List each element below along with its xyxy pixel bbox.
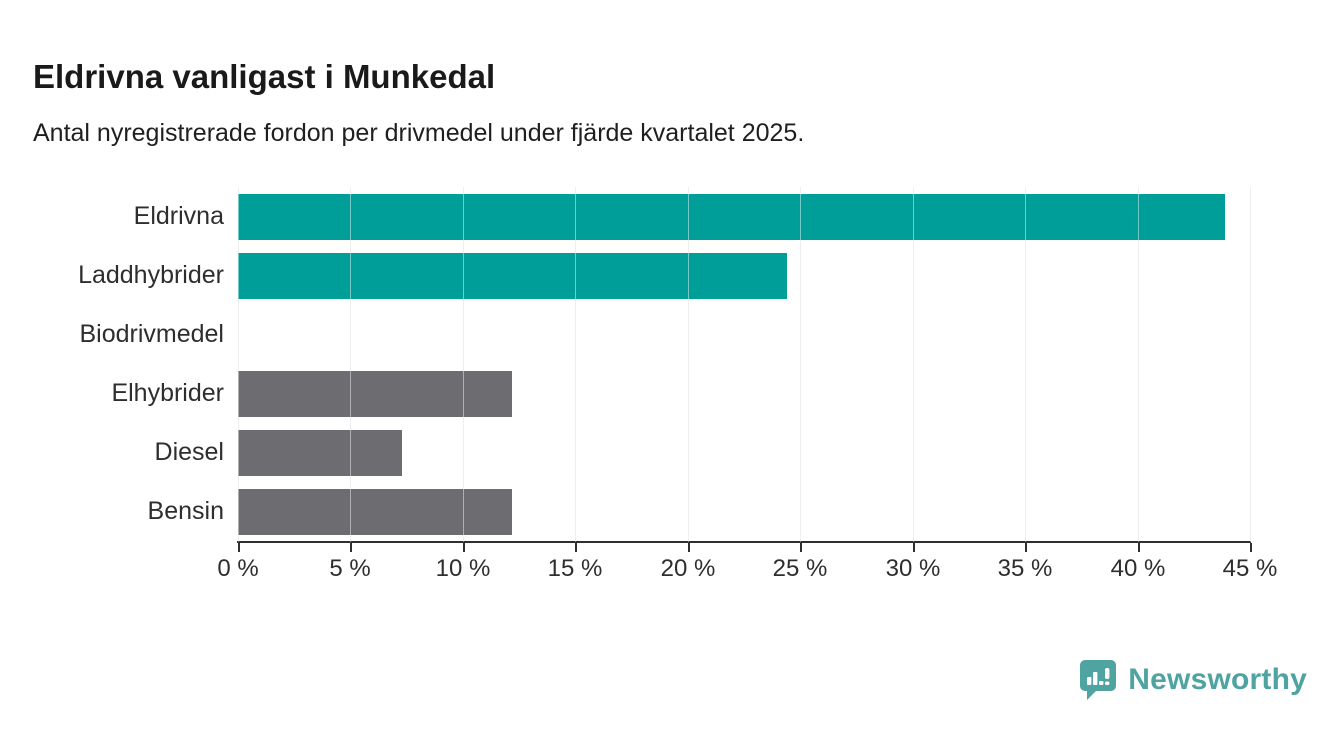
x-axis-tick-label: 25 % — [772, 555, 828, 582]
x-axis-tick — [1138, 543, 1140, 552]
gridline — [350, 187, 351, 542]
category-label-diesel: Diesel — [154, 438, 224, 466]
bar-elhybrider — [238, 371, 513, 417]
plot-area — [238, 187, 1251, 542]
gridline — [238, 187, 239, 542]
gridline — [688, 187, 689, 542]
x-axis-tick — [238, 543, 240, 552]
category-label-bensin: Bensin — [147, 497, 224, 525]
category-label-biodrivmedel: Biodrivmedel — [79, 320, 224, 348]
chart-subtitle: Antal nyregistrerade fordon per drivmede… — [33, 119, 805, 147]
gridline — [800, 187, 801, 542]
x-axis-tick — [350, 543, 352, 552]
gridline-overlay — [1025, 187, 1026, 542]
bar-diesel — [238, 430, 403, 476]
category-label-elhybrider: Elhybrider — [111, 379, 224, 407]
gridline-overlay — [688, 187, 689, 542]
gridline-overlay — [1250, 187, 1251, 542]
gridline — [575, 187, 576, 542]
x-axis-tick — [1025, 543, 1027, 552]
brand-footer: Newsworthy — [1078, 658, 1307, 702]
gridline-overlay — [463, 187, 464, 542]
x-axis-tick-label: 35 % — [997, 555, 1053, 582]
category-label-eldrivna: Eldrivna — [133, 202, 224, 230]
gridline — [463, 187, 464, 542]
bar-eldrivna — [238, 194, 1226, 240]
x-axis-tick — [575, 543, 577, 552]
gridline — [913, 187, 914, 542]
newsworthy-logo-icon — [1080, 660, 1117, 700]
x-axis-tick-label: 5 % — [329, 555, 371, 582]
x-axis-tick-label: 40 % — [1110, 555, 1166, 582]
gridline-overlay — [1138, 187, 1139, 542]
x-axis-line — [237, 541, 1251, 543]
x-axis-tick — [800, 543, 802, 552]
x-axis-tick — [1250, 543, 1252, 552]
gridline — [1138, 187, 1139, 542]
x-axis-tick-label: 45 % — [1222, 555, 1278, 582]
gridline-overlay — [238, 187, 239, 542]
x-axis-tick-label: 0 % — [217, 555, 259, 582]
category-label-laddhybrider: Laddhybrider — [78, 261, 224, 289]
gridline-overlay — [800, 187, 801, 542]
x-axis-tick-label: 15 % — [547, 555, 603, 582]
x-axis-tick — [688, 543, 690, 552]
brand-name: Newsworthy — [1128, 663, 1307, 696]
gridline-overlay — [913, 187, 914, 542]
bar-laddhybrider — [238, 253, 787, 299]
bar-bensin — [238, 489, 513, 535]
x-axis-tick-label: 30 % — [885, 555, 941, 582]
x-axis-tick-label: 10 % — [435, 555, 491, 582]
gridline-overlay — [575, 187, 576, 542]
chart-title: Eldrivna vanligast i Munkedal — [33, 58, 496, 96]
gridline-overlay — [350, 187, 351, 542]
x-axis-tick — [463, 543, 465, 552]
x-axis-tick — [913, 543, 915, 552]
x-axis-tick-label: 20 % — [660, 555, 716, 582]
gridline — [1025, 187, 1026, 542]
gridline — [1250, 187, 1251, 542]
